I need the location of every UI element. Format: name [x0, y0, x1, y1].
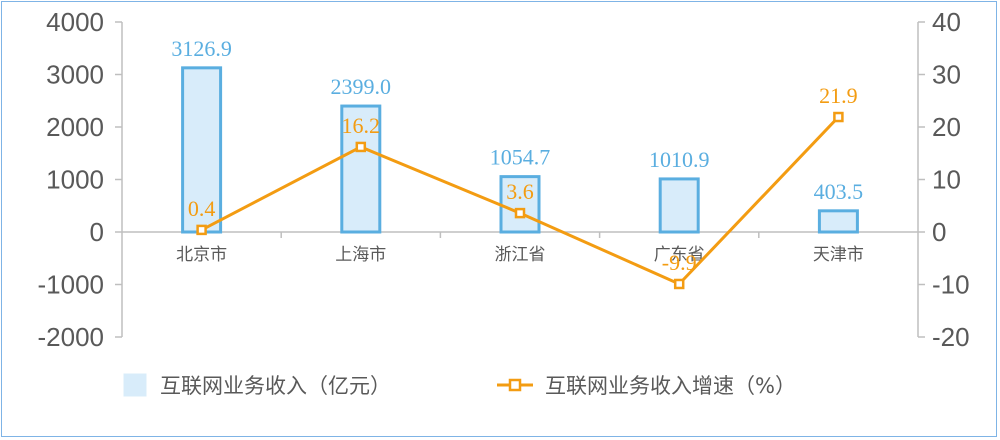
y-left-tick-label: -1000 [38, 270, 105, 300]
line-point [514, 207, 526, 219]
y-left-tick-label: 1000 [46, 165, 104, 195]
y-right-tick-label: 40 [932, 7, 961, 37]
legend-line-marker [508, 378, 522, 392]
bar-value-label: 1054.7 [490, 145, 551, 170]
y-right-tick-label: -20 [932, 322, 970, 352]
y-left-tick-label: 0 [90, 217, 104, 247]
data-labels: 3126.9 2399.0 1054.7 1010.9 403.5 0.4 16.2 3.6 -… [171, 36, 863, 275]
legend-bar-label: 互联网业务收入（亿元） [160, 374, 391, 398]
y-left-tick-label: 4000 [46, 7, 104, 37]
y-right-tick-label: 30 [932, 60, 961, 90]
legend-bar-swatch [123, 373, 147, 397]
x-tick-label: 广东省 [654, 245, 705, 265]
bar-value-label: 403.5 [814, 179, 864, 204]
line-point [673, 278, 685, 290]
axes: 4000 3000 2000 1000 0 -1000 -2000 40 30 20 10 0 -10 -… [38, 7, 970, 352]
y-right-tick-label: -10 [932, 270, 970, 300]
x-tick-label: 天津市 [813, 245, 864, 265]
y-right-tick-label: 20 [932, 112, 961, 142]
y-left-tick-label: 3000 [46, 60, 104, 90]
line-value-label: 0.4 [188, 196, 216, 221]
x-tick-label: 上海市 [335, 245, 386, 265]
line-point [833, 111, 844, 123]
legend: 互联网业务收入（亿元） 互联网业务收入增速（%） [123, 373, 796, 398]
y-left-tick-label: 2000 [46, 112, 104, 142]
line-series [196, 111, 844, 290]
bar-value-label: 3126.9 [171, 36, 232, 61]
y-left-tick-label: -2000 [38, 322, 105, 352]
bar-value-label: 2399.0 [331, 74, 392, 99]
line-point [355, 141, 367, 153]
bar-value-label: 1010.9 [649, 147, 710, 172]
bar [817, 209, 859, 234]
line-value-label: -9.9 [662, 250, 697, 275]
y-right-tick-label: 0 [932, 217, 946, 247]
line-value-label: 21.9 [819, 83, 858, 108]
line-value-label: 16.2 [342, 113, 381, 138]
bar-series [181, 66, 859, 234]
bar [658, 177, 700, 234]
x-tick-label: 北京市 [176, 245, 227, 265]
line-value-label: 3.6 [506, 179, 534, 204]
legend-line-label: 互联网业务收入增速（%） [545, 374, 796, 398]
line-point [196, 224, 207, 236]
y-right-tick-label: 10 [932, 165, 961, 195]
x-tick-label: 浙江省 [495, 245, 546, 265]
bar [181, 66, 223, 234]
bar [340, 104, 382, 234]
